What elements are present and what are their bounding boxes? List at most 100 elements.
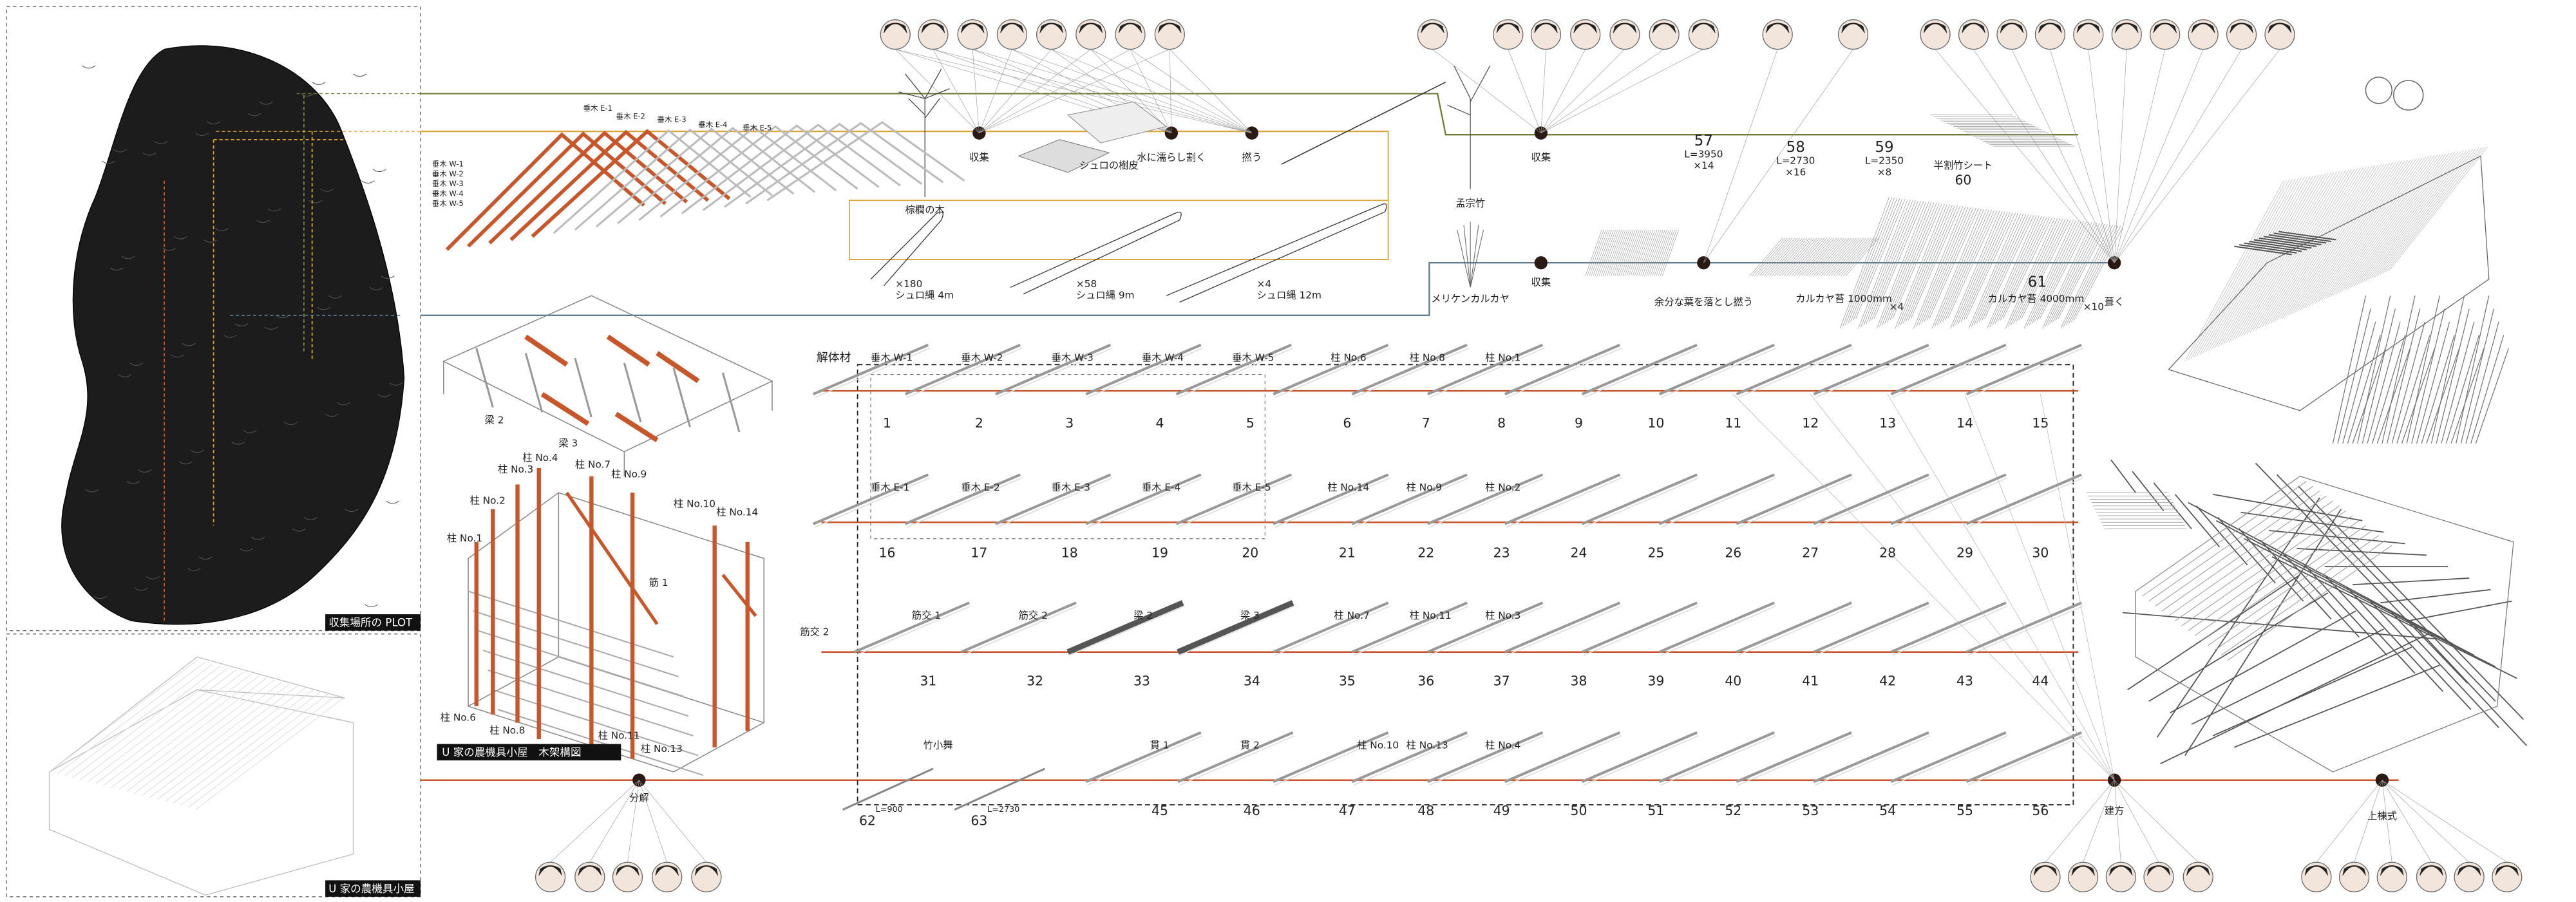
line — [1752, 238, 1785, 276]
line — [88, 670, 236, 782]
path — [308, 200, 323, 203]
hair — [884, 23, 907, 33]
hair — [538, 865, 562, 876]
line — [2161, 495, 2327, 612]
line — [2456, 296, 2490, 444]
member — [1085, 343, 1202, 396]
face — [2188, 19, 2219, 50]
member-edge — [1353, 348, 1469, 399]
line — [2114, 780, 2121, 863]
member-name: 柱 No.1 — [1485, 352, 1520, 364]
process-label: 収集 — [1531, 151, 1551, 163]
face — [652, 861, 683, 892]
label: 柱 No.10 — [674, 498, 715, 510]
line — [1921, 207, 1971, 324]
line — [1598, 230, 1616, 276]
member-edge — [1892, 477, 2008, 528]
member-number: 45 — [1151, 803, 1168, 818]
member — [1273, 731, 1389, 784]
line — [2460, 308, 2495, 444]
hair — [2071, 865, 2095, 876]
line — [1960, 212, 2011, 323]
line — [2114, 780, 2199, 863]
line — [2376, 348, 2410, 444]
hair — [2000, 23, 2024, 33]
line — [2011, 218, 2061, 326]
label: メリケンカルカヤ — [1431, 293, 1509, 305]
line — [2240, 512, 2384, 533]
hair — [2304, 865, 2329, 876]
process-label: 建方 — [2105, 805, 2125, 817]
label-bg — [325, 614, 421, 631]
label: カルカヤ苔 1000mm — [1795, 293, 1892, 305]
hair — [1613, 23, 1637, 33]
path — [898, 68, 950, 198]
line — [2288, 163, 2387, 316]
path — [182, 343, 196, 346]
line — [2388, 608, 2499, 728]
line — [1794, 238, 1827, 276]
face — [1996, 19, 2027, 50]
line — [1605, 230, 1622, 276]
line — [2047, 223, 2098, 326]
line — [1784, 238, 1817, 276]
path — [509, 129, 710, 241]
line — [2215, 520, 2475, 656]
line — [540, 392, 590, 426]
process-label: 余分な葉を落とし撚う — [1654, 296, 1753, 308]
line — [2253, 169, 2352, 332]
line — [2344, 154, 2444, 291]
path — [1166, 203, 1387, 303]
line — [2335, 155, 2435, 295]
member-edge — [1177, 477, 1293, 528]
face — [1075, 19, 1106, 50]
member-edge — [1892, 605, 2008, 656]
line — [72, 666, 221, 778]
path — [195, 133, 209, 136]
line — [1987, 215, 2037, 329]
path — [325, 413, 339, 417]
line — [2277, 474, 2496, 702]
line — [1833, 238, 1867, 276]
line — [1826, 238, 1859, 276]
line — [2320, 158, 2420, 301]
line — [1963, 212, 2013, 321]
line — [2268, 166, 2367, 325]
label: 57 — [1694, 133, 1713, 149]
line — [1964, 394, 2115, 780]
line — [627, 780, 639, 863]
label: L=2730 — [1776, 155, 1815, 166]
label: シュロの樹皮 — [1079, 160, 1139, 171]
line — [2315, 158, 2414, 304]
member-edge — [1179, 735, 1295, 786]
member-edge — [1177, 348, 1293, 399]
line — [2324, 574, 2416, 674]
line — [1769, 238, 1803, 276]
line — [1660, 230, 1677, 276]
line — [1607, 230, 1624, 276]
line — [111, 675, 260, 788]
member-edge — [1179, 605, 1295, 656]
label: 垂木 W-5 — [432, 199, 464, 208]
member-edge — [1583, 735, 1700, 786]
line — [2357, 296, 2391, 444]
line — [1754, 238, 1788, 276]
line — [1947, 210, 1998, 319]
line — [1788, 238, 1823, 276]
line — [1611, 230, 1628, 276]
line — [2441, 321, 2475, 444]
member-edge — [1738, 605, 1853, 656]
member-number: 5 — [1246, 415, 1255, 431]
member-edge — [1506, 477, 1622, 528]
path — [264, 326, 278, 330]
member-name: 柱 No.14 — [1327, 482, 1369, 493]
line — [188, 695, 337, 808]
member — [1736, 473, 1852, 525]
hair — [1765, 23, 1790, 33]
member — [904, 343, 1021, 396]
member-edge — [1506, 735, 1622, 786]
line — [2005, 218, 2056, 329]
member-number: 37 — [1493, 673, 1510, 689]
member-number: 42 — [1879, 673, 1896, 689]
